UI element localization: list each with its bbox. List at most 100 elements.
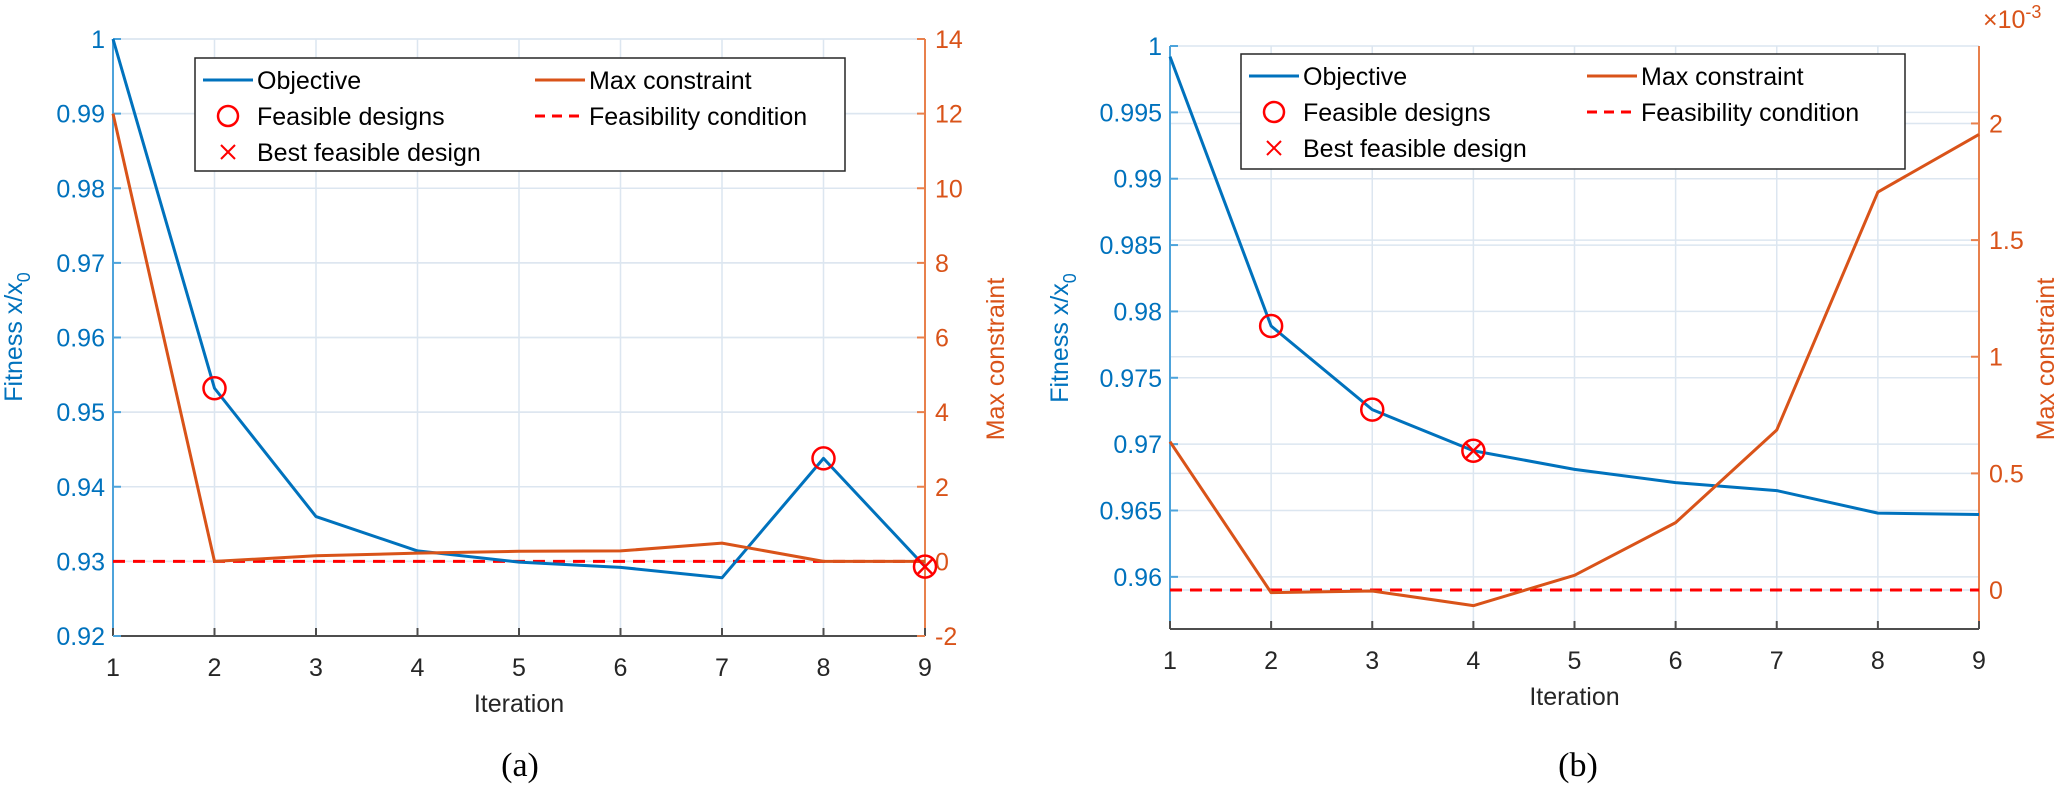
best-feasible-design-marker [1464,441,1483,460]
y-axis-label-left-text: Fitness x/x [1046,283,1074,403]
right-tick-label: 10 [935,175,963,203]
left-tick-label: 0.99 [56,101,105,129]
y-axis-label-left-subscript: 0 [1060,273,1080,283]
legend: Objective Max constraint Feasible designs F… [1240,53,1906,170]
legend-label-best-feasible-design: Best feasible design [257,139,481,167]
x-tick-label: 6 [1669,647,1683,675]
left-tick-label: 0.92 [56,623,105,651]
x-tick-label: 8 [1871,647,1885,675]
legend-label-feasible-designs: Feasible designs [257,103,445,131]
legend-label-best-feasible-design: Best feasible design [1303,135,1527,163]
left-tick-label: 0.98 [56,175,105,203]
x-tick-label: 2 [208,654,222,682]
right-tick-label: 0.5 [1989,460,2024,488]
legend-label-feasibility-condition: Feasibility condition [589,103,807,131]
objective-line [1168,56,1980,516]
x-axis-label: Iteration [474,690,564,718]
right-tick-label: 8 [935,250,949,278]
left-tick-label: 0.94 [56,474,105,502]
legend-best-swatch [1266,140,1282,156]
feasible-design-marker [912,554,938,579]
chart-panel-a: 1 2 3 4 5 6 7 8 90.920.930.940.950.960.970.980.9… [0,26,1010,784]
panel-caption: (a) [501,747,539,784]
y-axis-label-left-subscript: 0 [14,272,34,282]
left-tick-label: 0.96 [56,325,105,353]
right-tick-label: 4 [935,399,949,427]
feasible-design-marker [1258,313,1284,339]
left-tick-label: 0.97 [56,250,105,278]
legend-feasible-swatch [1262,100,1286,124]
left-tick-label: 0.93 [56,548,105,576]
x-tick-label: 1 [1163,647,1177,675]
right-tick-label: 0 [935,548,949,576]
left-tick-label: 0.995 [1099,99,1162,127]
left-tick-label: 0.985 [1099,232,1162,260]
right-tick-label: 2 [1989,110,2003,138]
right-tick-label: 14 [935,26,963,54]
panel-caption: (b) [1558,747,1598,784]
legend-label-max-constraint: Max constraint [1641,63,1804,91]
best-feasible-design-marker [916,557,934,576]
x-tick-label: 3 [309,654,323,682]
legend-box [194,57,846,172]
legend-label-max-constraint: Max constraint [589,67,752,95]
left-tick-label: 1 [91,26,105,54]
legend-label-objective: Objective [257,67,361,95]
right-tick-label: 1 [1989,344,2003,372]
right-axis-exponent: ×10-3 [1983,2,2041,34]
x-tick-label: 5 [1568,647,1582,675]
y-axis-label-left: Fitness x/x0 [0,272,34,402]
right-tick-label: 0 [1989,577,2003,605]
legend-box [1240,53,1906,170]
right-tick-label: 2 [935,474,949,502]
left-tick-label: 0.99 [1113,166,1162,194]
x-tick-label: 7 [715,654,729,682]
y-axis-label-right: Max constraint [982,278,1010,441]
right-tick-label: 12 [935,101,963,129]
x-tick-label: 4 [1466,647,1480,675]
feasible-design-marker [202,375,227,401]
best-marker-stroke [916,557,934,576]
legend-label-feasible-designs: Feasible designs [1303,99,1491,127]
x-tick-label: 4 [411,654,425,682]
objective-line [111,38,927,580]
legend: Objective Max constraint Feasible designs F… [194,57,846,172]
left-tick-label: 0.975 [1099,365,1162,393]
legend-label-objective: Objective [1303,63,1407,91]
x-axis-label: Iteration [1529,683,1619,711]
x-tick-label: 7 [1770,647,1784,675]
y-axis-label-left: Fitness x/x0 [1046,273,1080,403]
left-tick-label: 0.97 [1113,431,1162,459]
left-tick-label: 0.98 [1113,298,1162,326]
x-tick-label: 6 [614,654,628,682]
x-tick-label: 3 [1365,647,1379,675]
x-tick-label: 1 [106,654,120,682]
chart-panel-b: 1 2 3 4 5 6 7 8 9 0.96 0.965 0.97 0.975 0.98 0.985 0.99… [1046,2,2060,784]
x-tick-label: 2 [1264,647,1278,675]
x-tick-label: 5 [512,654,526,682]
feasible-design-marker [811,446,836,471]
left-tick-label: 0.96 [1113,564,1162,592]
right-tick-label: 1.5 [1989,227,2024,255]
left-tick-label: 0.965 [1099,497,1162,525]
y-axis-label-left-text: Fitness x/x [0,282,28,402]
feasible-design-marker [1461,438,1486,464]
x-tick-label: 9 [918,654,932,682]
max-constraint-line [111,113,925,563]
best-marker-stroke [1464,441,1483,460]
right-tick-label: -2 [935,623,957,651]
right-axis-exponent-base: ×10 [1983,6,2025,34]
feasible-design-marker [1360,397,1385,422]
legend-best-swatch [220,144,236,160]
right-axis-exponent-power: -3 [2025,2,2041,22]
right-tick-label: 6 [935,325,949,353]
left-tick-label: 0.95 [56,399,105,427]
left-tick-label: 1 [1148,33,1162,61]
legend-feasible-swatch [216,104,240,128]
legend-label-feasibility-condition: Feasibility condition [1641,99,1859,127]
y-axis-label-right: Max constraint [2032,278,2060,441]
x-tick-label: 8 [817,654,831,682]
max-constraint-line [1168,133,1980,608]
x-tick-label: 9 [1972,647,1986,675]
